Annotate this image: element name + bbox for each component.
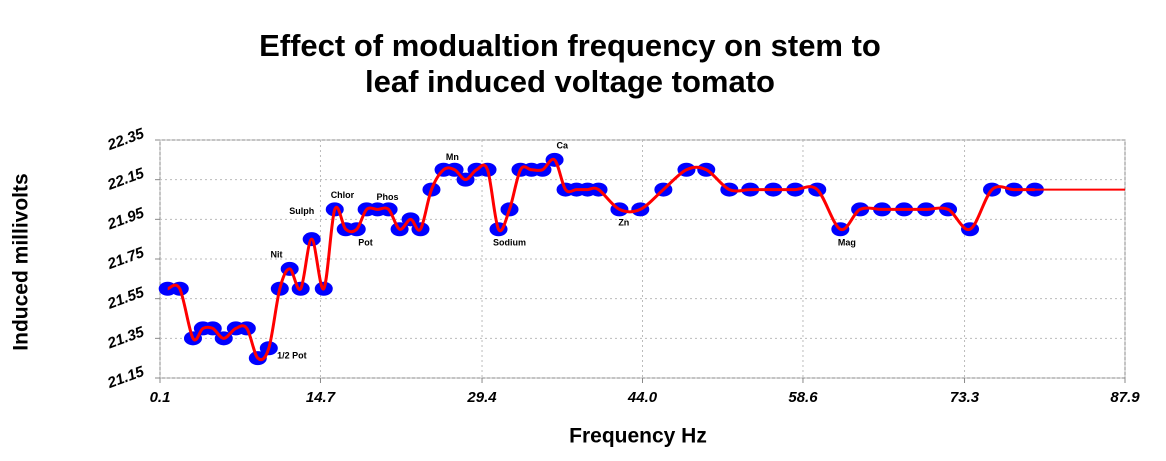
y-tick-label: 22.15 xyxy=(104,165,147,194)
y-tick-label: 22.35 xyxy=(104,125,147,154)
x-tick-label: 0.1 xyxy=(150,389,171,406)
y-tick-label: 21.75 xyxy=(104,244,147,273)
annotation: 1/2 Pot xyxy=(277,351,307,361)
x-tick-label: 44.0 xyxy=(627,389,658,406)
y-tick-label: 21.15 xyxy=(104,363,147,392)
x-tick-label: 58.6 xyxy=(788,389,818,406)
chart-title: leaf induced voltage tomato xyxy=(365,64,775,99)
x-tick-label: 73.3 xyxy=(950,389,980,406)
annotation: Sodium xyxy=(493,238,526,248)
annotation: Chlor xyxy=(331,190,355,200)
annotation: Sulph xyxy=(289,206,314,216)
annotation: Pot xyxy=(358,238,373,248)
x-tick-label: 29.4 xyxy=(466,389,497,406)
annotation: Mag xyxy=(838,238,856,248)
annotation: Zn xyxy=(618,218,629,228)
x-tick-label: 87.9 xyxy=(1110,389,1140,406)
y-tick-label: 21.55 xyxy=(104,284,147,313)
annotation: Mn xyxy=(446,152,459,162)
annotation: Nit xyxy=(271,249,283,259)
y-axis-label: Induced millivolts xyxy=(10,173,33,350)
y-tick-label: 21.35 xyxy=(104,323,147,352)
annotation: Phos xyxy=(377,192,399,202)
y-tick-label: 21.95 xyxy=(104,204,147,233)
line xyxy=(167,157,1035,362)
x-tick-label: 14.7 xyxy=(306,389,336,406)
chart-title: Effect of modualtion frequency on stem t… xyxy=(259,28,881,63)
x-axis-label: Frequency Hz xyxy=(569,425,707,448)
annotation: Ca xyxy=(557,140,569,150)
